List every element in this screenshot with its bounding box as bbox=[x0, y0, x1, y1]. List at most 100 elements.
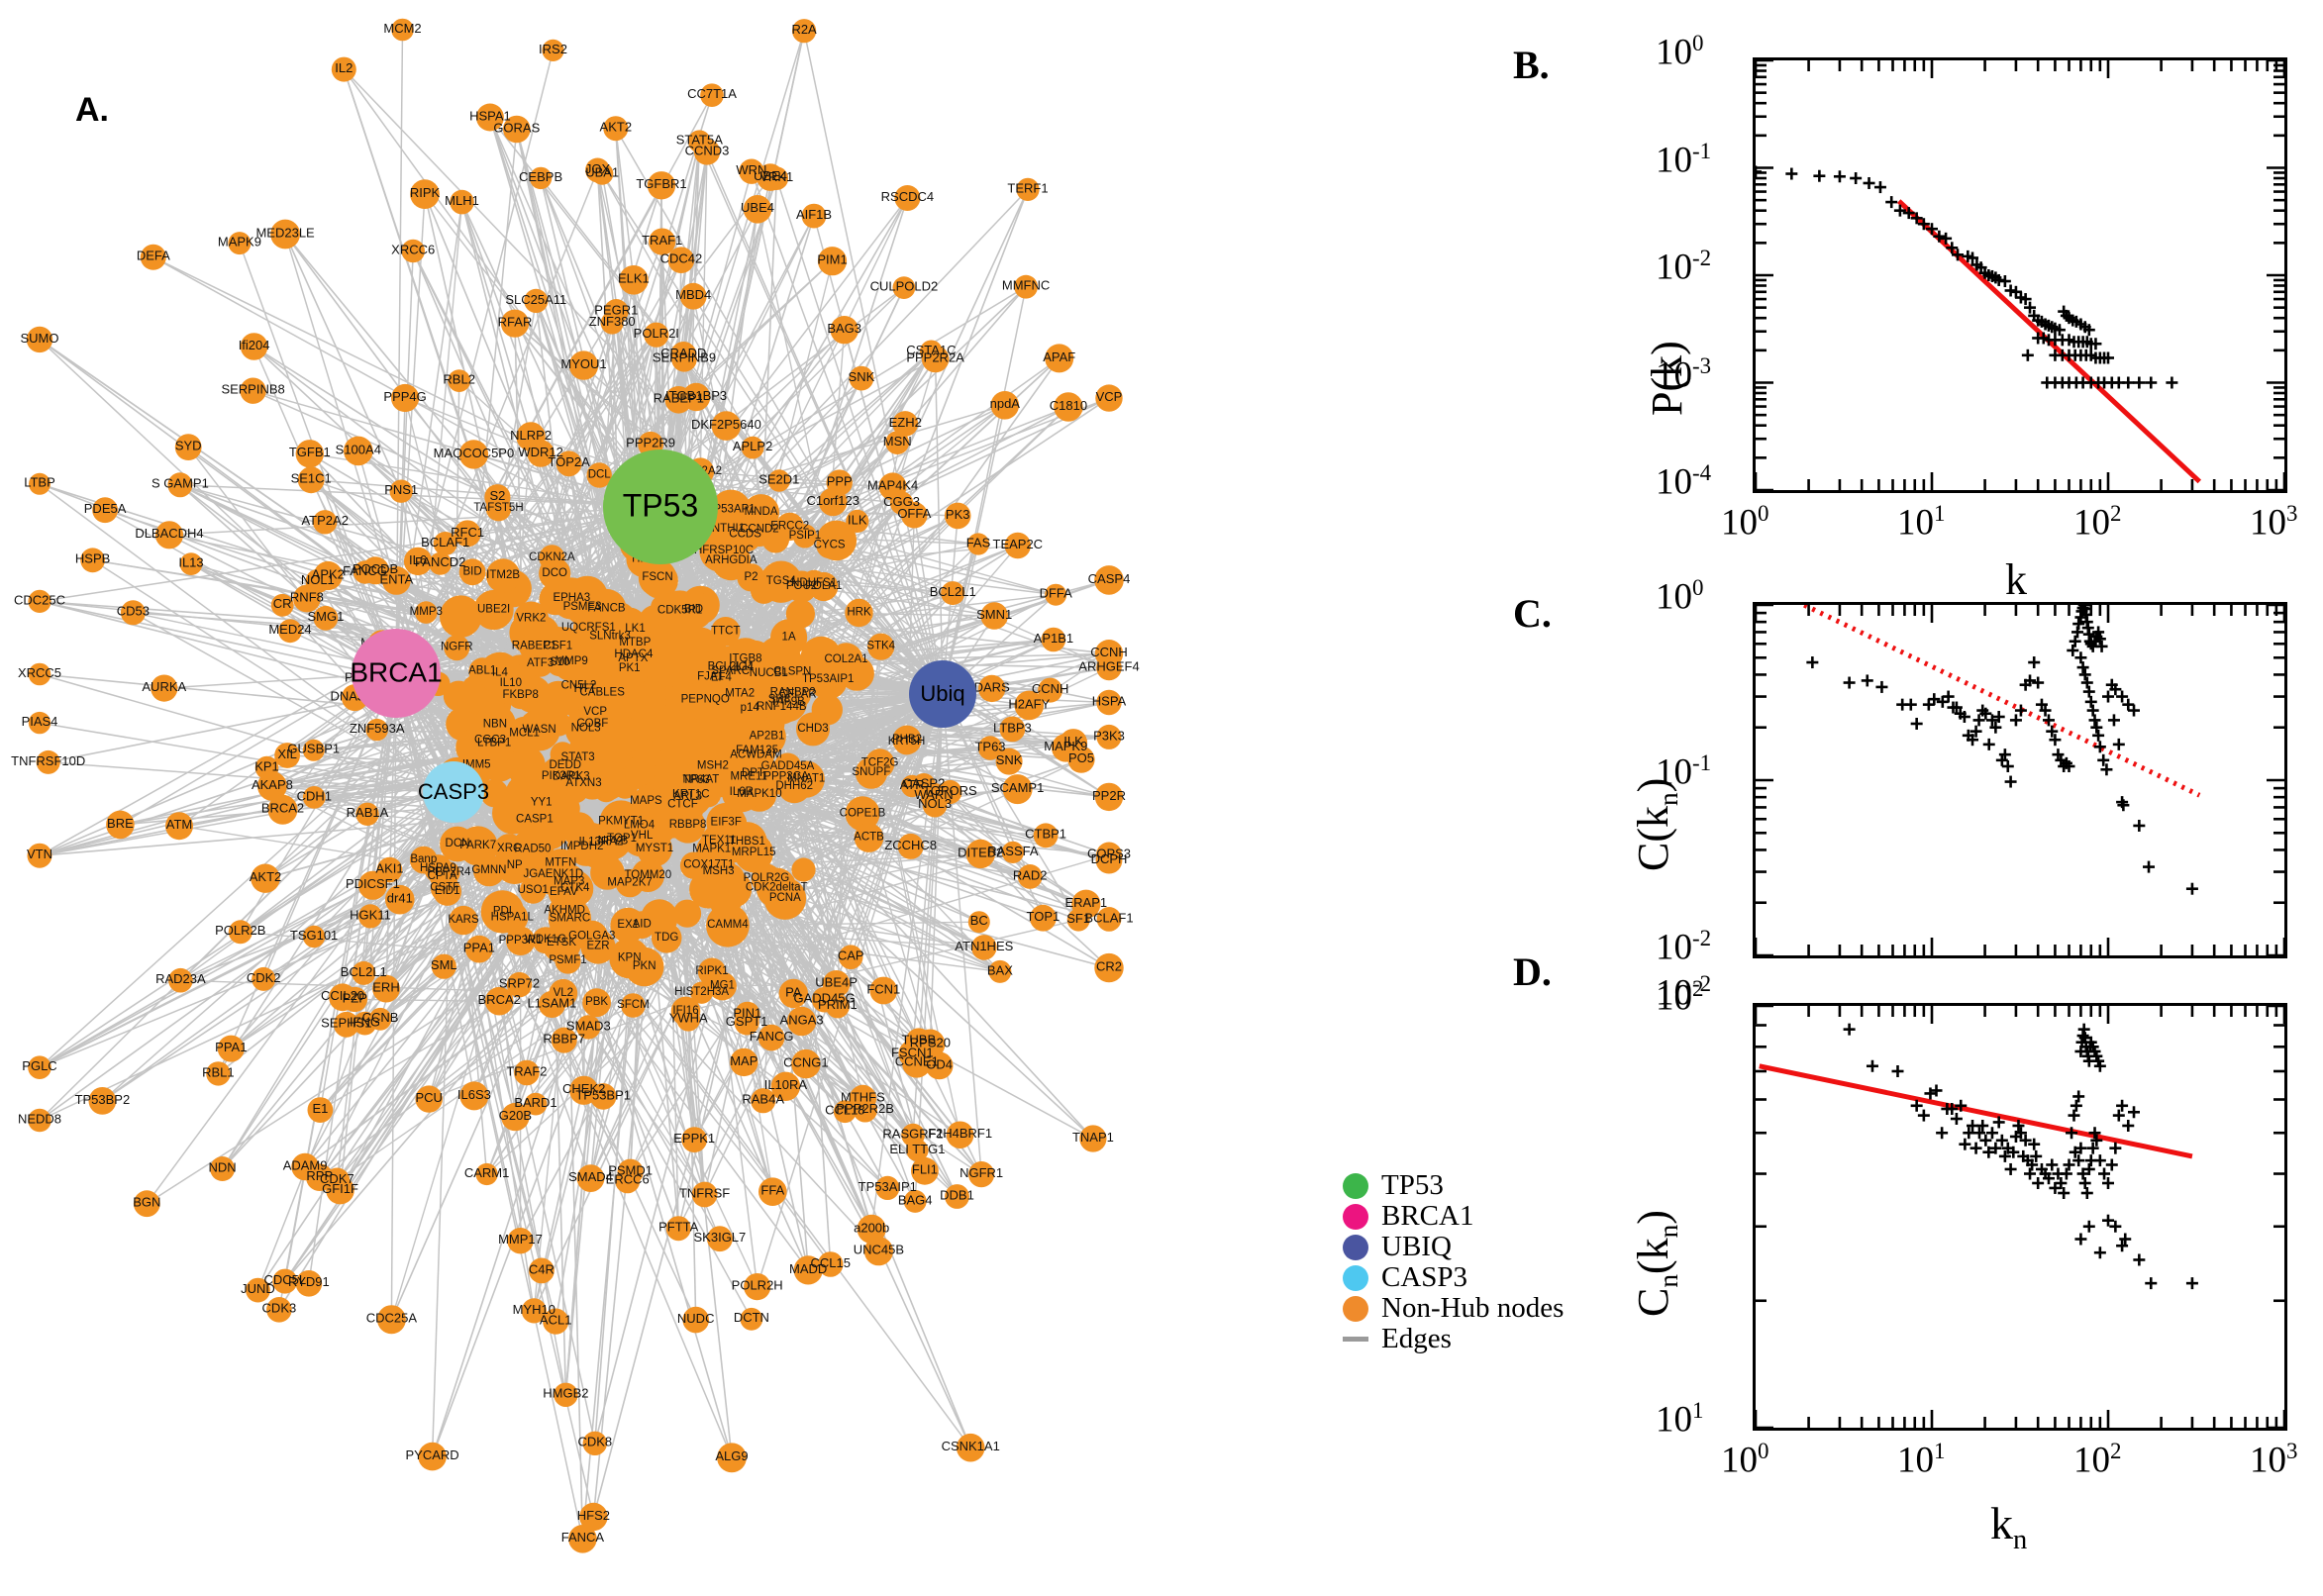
network-node[interactable] bbox=[738, 732, 776, 770]
plot-d-neighbor-connectivity[interactable] bbox=[1753, 1003, 2287, 1431]
network-node[interactable] bbox=[751, 1088, 776, 1114]
network-node[interactable] bbox=[120, 600, 146, 626]
network-node[interactable] bbox=[711, 411, 742, 441]
network-node[interactable] bbox=[546, 848, 575, 878]
network-node[interactable] bbox=[454, 520, 481, 548]
network-node[interactable] bbox=[632, 787, 660, 816]
network-node[interactable] bbox=[458, 440, 489, 469]
network-node[interactable] bbox=[901, 501, 928, 529]
network-node[interactable] bbox=[532, 927, 559, 954]
network-node[interactable] bbox=[331, 56, 356, 82]
network-nodes[interactable] bbox=[26, 18, 1124, 1553]
network-node[interactable] bbox=[529, 1257, 555, 1284]
network-node[interactable] bbox=[791, 1048, 821, 1079]
network-node[interactable] bbox=[977, 736, 1003, 760]
network-node[interactable] bbox=[538, 990, 566, 1018]
network-node[interactable] bbox=[791, 857, 816, 882]
network-node[interactable] bbox=[1045, 344, 1074, 373]
network-node[interactable] bbox=[700, 656, 743, 699]
network-node[interactable] bbox=[696, 834, 728, 865]
network-node[interactable] bbox=[295, 440, 324, 468]
network-node[interactable] bbox=[514, 799, 556, 841]
network-node[interactable] bbox=[999, 716, 1026, 743]
network-node[interactable] bbox=[357, 904, 383, 929]
network-node[interactable] bbox=[676, 1007, 701, 1032]
network-node[interactable] bbox=[734, 1010, 759, 1036]
network-node[interactable] bbox=[830, 316, 858, 345]
network-node[interactable] bbox=[291, 1152, 319, 1181]
network-node[interactable] bbox=[503, 115, 531, 144]
network-node[interactable] bbox=[344, 436, 373, 466]
network-node[interactable] bbox=[551, 1027, 577, 1053]
network-node[interactable] bbox=[1096, 654, 1122, 681]
network-node[interactable] bbox=[556, 450, 582, 477]
network-node[interactable] bbox=[600, 311, 624, 335]
network-node[interactable] bbox=[925, 1051, 954, 1080]
network-node[interactable] bbox=[681, 1127, 708, 1152]
network-node[interactable] bbox=[484, 484, 511, 511]
network-node[interactable] bbox=[857, 1214, 886, 1244]
network-node[interactable] bbox=[912, 773, 936, 797]
network-node[interactable] bbox=[313, 605, 339, 631]
network-node[interactable] bbox=[206, 1061, 231, 1086]
network-node[interactable] bbox=[687, 130, 711, 153]
network-node[interactable] bbox=[529, 166, 553, 190]
network-node[interactable] bbox=[990, 391, 1020, 420]
network-node[interactable] bbox=[228, 232, 252, 255]
network-node[interactable] bbox=[707, 1226, 733, 1252]
network-node[interactable] bbox=[647, 171, 676, 200]
network-node[interactable] bbox=[697, 957, 727, 986]
network-node[interactable] bbox=[228, 920, 252, 945]
network-node[interactable] bbox=[475, 103, 504, 132]
network-node[interactable] bbox=[670, 342, 697, 368]
network-node[interactable] bbox=[28, 1055, 51, 1079]
network-node[interactable] bbox=[542, 39, 564, 62]
network-node[interactable] bbox=[727, 822, 767, 862]
network-node[interactable] bbox=[391, 383, 420, 413]
network-node[interactable] bbox=[548, 748, 582, 783]
network-node[interactable] bbox=[978, 674, 1006, 703]
network-node[interactable] bbox=[266, 1297, 292, 1323]
network-node[interactable] bbox=[352, 960, 376, 985]
hub-node-casp3[interactable] bbox=[423, 761, 484, 823]
network-node[interactable] bbox=[1001, 841, 1024, 864]
network-node[interactable] bbox=[29, 472, 50, 495]
network-node[interactable] bbox=[801, 203, 827, 229]
network-node[interactable] bbox=[1079, 1125, 1107, 1152]
network-node[interactable] bbox=[897, 833, 924, 859]
network-node[interactable] bbox=[767, 469, 790, 492]
network-node[interactable] bbox=[313, 510, 338, 535]
network-node[interactable] bbox=[946, 1121, 974, 1149]
network-node[interactable] bbox=[493, 834, 525, 864]
network-node[interactable] bbox=[154, 521, 184, 549]
network-node[interactable] bbox=[539, 545, 565, 571]
network-node[interactable] bbox=[941, 581, 965, 606]
network-node[interactable] bbox=[1004, 532, 1031, 559]
network-node[interactable] bbox=[621, 993, 646, 1018]
network-node[interactable] bbox=[617, 625, 654, 661]
hub-node-tp53[interactable] bbox=[603, 449, 718, 564]
hub-node-brca1[interactable] bbox=[352, 629, 441, 718]
network-node[interactable] bbox=[440, 826, 475, 862]
network-node[interactable] bbox=[450, 189, 474, 215]
network-node[interactable] bbox=[758, 1024, 785, 1051]
network-node[interactable] bbox=[1096, 689, 1122, 716]
network-node[interactable] bbox=[901, 1123, 925, 1147]
network-node[interactable] bbox=[829, 643, 863, 677]
network-node[interactable] bbox=[921, 345, 950, 373]
network-node[interactable] bbox=[472, 722, 516, 765]
network-node[interactable] bbox=[878, 472, 907, 501]
network-node[interactable] bbox=[302, 739, 325, 761]
network-node[interactable] bbox=[403, 547, 433, 576]
network-node[interactable] bbox=[418, 1442, 447, 1471]
network-node[interactable] bbox=[853, 1097, 877, 1123]
network-node[interactable] bbox=[357, 870, 387, 900]
network-node[interactable] bbox=[944, 502, 971, 530]
network-node[interactable] bbox=[893, 729, 920, 755]
network-node[interactable] bbox=[665, 1216, 691, 1242]
network-node[interactable] bbox=[690, 981, 713, 1004]
network-node[interactable] bbox=[179, 552, 203, 575]
network-node[interactable] bbox=[741, 436, 764, 459]
network-node[interactable] bbox=[770, 1071, 801, 1102]
network-node[interactable] bbox=[816, 532, 843, 559]
